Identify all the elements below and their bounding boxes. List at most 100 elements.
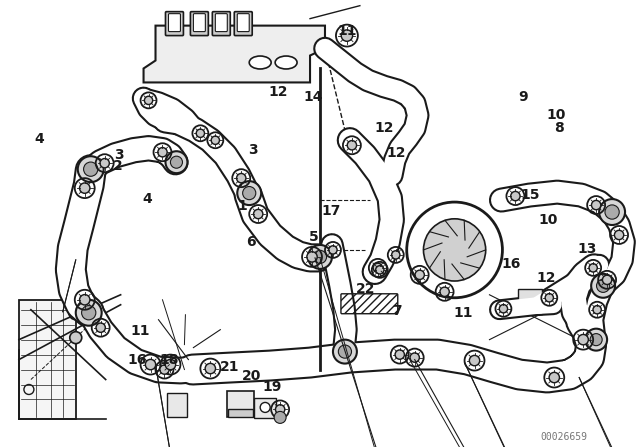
Circle shape bbox=[196, 129, 205, 138]
Circle shape bbox=[578, 335, 588, 345]
Circle shape bbox=[549, 372, 559, 383]
Circle shape bbox=[275, 405, 285, 414]
FancyBboxPatch shape bbox=[254, 398, 276, 418]
Circle shape bbox=[341, 30, 353, 41]
Text: 6: 6 bbox=[246, 235, 256, 249]
Text: 3: 3 bbox=[248, 143, 258, 157]
Polygon shape bbox=[143, 26, 325, 82]
Text: 13: 13 bbox=[577, 241, 596, 255]
FancyBboxPatch shape bbox=[166, 12, 184, 35]
Circle shape bbox=[77, 156, 104, 182]
Text: 4: 4 bbox=[143, 193, 152, 207]
Text: 12: 12 bbox=[387, 146, 406, 159]
Circle shape bbox=[165, 359, 175, 370]
Circle shape bbox=[469, 355, 480, 366]
Text: 10: 10 bbox=[538, 212, 557, 227]
Circle shape bbox=[211, 136, 220, 144]
Circle shape bbox=[410, 353, 419, 362]
Circle shape bbox=[243, 186, 256, 200]
Circle shape bbox=[307, 252, 317, 262]
Circle shape bbox=[440, 287, 449, 297]
Circle shape bbox=[100, 159, 109, 168]
Text: 00026659: 00026659 bbox=[541, 432, 588, 442]
Circle shape bbox=[68, 306, 83, 320]
Circle shape bbox=[593, 306, 602, 314]
Circle shape bbox=[511, 191, 520, 201]
Circle shape bbox=[145, 96, 153, 104]
Circle shape bbox=[591, 200, 601, 210]
Text: 12: 12 bbox=[269, 85, 288, 99]
Circle shape bbox=[545, 293, 554, 302]
Text: 15: 15 bbox=[521, 188, 540, 202]
Text: 11: 11 bbox=[131, 324, 150, 338]
Circle shape bbox=[392, 251, 400, 259]
Circle shape bbox=[599, 199, 625, 225]
FancyBboxPatch shape bbox=[237, 13, 249, 32]
Circle shape bbox=[308, 245, 332, 269]
Circle shape bbox=[424, 219, 486, 281]
Circle shape bbox=[590, 334, 602, 346]
Circle shape bbox=[145, 359, 156, 370]
Circle shape bbox=[499, 305, 508, 313]
Text: 7: 7 bbox=[392, 304, 401, 318]
FancyBboxPatch shape bbox=[227, 392, 254, 418]
Text: 17: 17 bbox=[322, 203, 341, 218]
Text: 8: 8 bbox=[554, 121, 564, 135]
Text: 12: 12 bbox=[374, 121, 394, 135]
Circle shape bbox=[237, 173, 246, 183]
Circle shape bbox=[96, 323, 106, 332]
Circle shape bbox=[348, 141, 356, 150]
Circle shape bbox=[76, 300, 102, 326]
Text: 11: 11 bbox=[454, 306, 474, 320]
Circle shape bbox=[333, 340, 357, 364]
Text: 10: 10 bbox=[547, 108, 566, 121]
Text: 16: 16 bbox=[502, 257, 521, 271]
Circle shape bbox=[585, 329, 607, 351]
Text: 9: 9 bbox=[518, 90, 528, 104]
FancyBboxPatch shape bbox=[168, 393, 188, 418]
Circle shape bbox=[81, 306, 96, 320]
Circle shape bbox=[79, 183, 90, 193]
Circle shape bbox=[614, 230, 624, 240]
Text: 14: 14 bbox=[304, 90, 323, 104]
Circle shape bbox=[205, 363, 216, 374]
FancyBboxPatch shape bbox=[212, 12, 230, 35]
Circle shape bbox=[591, 274, 615, 298]
Text: 5: 5 bbox=[308, 230, 319, 245]
Text: 2: 2 bbox=[113, 159, 123, 173]
Circle shape bbox=[602, 275, 612, 284]
Text: 16: 16 bbox=[127, 353, 147, 367]
FancyBboxPatch shape bbox=[193, 13, 205, 32]
Text: 1: 1 bbox=[237, 199, 247, 213]
Text: 11: 11 bbox=[338, 24, 357, 38]
FancyBboxPatch shape bbox=[234, 12, 252, 35]
Circle shape bbox=[166, 151, 188, 173]
Circle shape bbox=[395, 350, 404, 359]
Circle shape bbox=[596, 279, 610, 293]
Circle shape bbox=[160, 365, 169, 374]
Text: 18: 18 bbox=[159, 353, 179, 367]
Circle shape bbox=[415, 270, 424, 280]
FancyBboxPatch shape bbox=[168, 13, 180, 32]
Text: 19: 19 bbox=[262, 380, 282, 394]
Circle shape bbox=[84, 162, 98, 177]
Circle shape bbox=[589, 264, 597, 272]
Ellipse shape bbox=[275, 56, 297, 69]
Circle shape bbox=[329, 246, 337, 254]
Circle shape bbox=[253, 209, 263, 219]
FancyBboxPatch shape bbox=[215, 13, 227, 32]
Circle shape bbox=[314, 250, 326, 263]
Text: 4: 4 bbox=[35, 132, 44, 146]
Circle shape bbox=[339, 345, 351, 358]
Circle shape bbox=[70, 332, 82, 344]
Circle shape bbox=[605, 205, 620, 219]
Circle shape bbox=[158, 147, 167, 157]
Circle shape bbox=[376, 266, 384, 274]
Circle shape bbox=[260, 402, 270, 413]
Circle shape bbox=[79, 295, 90, 305]
Circle shape bbox=[170, 156, 182, 168]
Text: 21: 21 bbox=[220, 360, 239, 374]
Ellipse shape bbox=[249, 56, 271, 69]
Text: 22: 22 bbox=[356, 282, 376, 296]
Text: 20: 20 bbox=[242, 369, 261, 383]
